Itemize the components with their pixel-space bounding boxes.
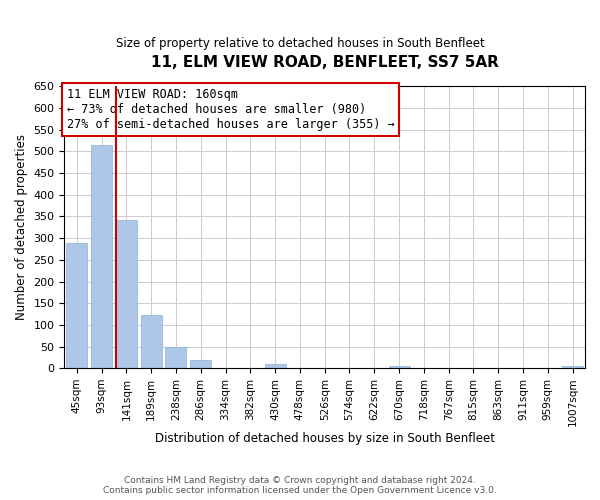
Bar — [66, 244, 88, 368]
Bar — [116, 220, 137, 368]
Bar — [562, 366, 583, 368]
Text: Size of property relative to detached houses in South Benfleet: Size of property relative to detached ho… — [116, 38, 484, 51]
Text: 11 ELM VIEW ROAD: 160sqm
← 73% of detached houses are smaller (980)
27% of semi-: 11 ELM VIEW ROAD: 160sqm ← 73% of detach… — [67, 88, 395, 131]
Bar — [91, 144, 112, 368]
Y-axis label: Number of detached properties: Number of detached properties — [15, 134, 28, 320]
Bar — [265, 364, 286, 368]
Bar — [140, 316, 162, 368]
Bar — [166, 348, 187, 368]
X-axis label: Distribution of detached houses by size in South Benfleet: Distribution of detached houses by size … — [155, 432, 495, 445]
Title: 11, ELM VIEW ROAD, BENFLEET, SS7 5AR: 11, ELM VIEW ROAD, BENFLEET, SS7 5AR — [151, 55, 499, 70]
Bar — [190, 360, 211, 368]
Bar — [389, 366, 410, 368]
Text: Contains HM Land Registry data © Crown copyright and database right 2024.
Contai: Contains HM Land Registry data © Crown c… — [103, 476, 497, 495]
